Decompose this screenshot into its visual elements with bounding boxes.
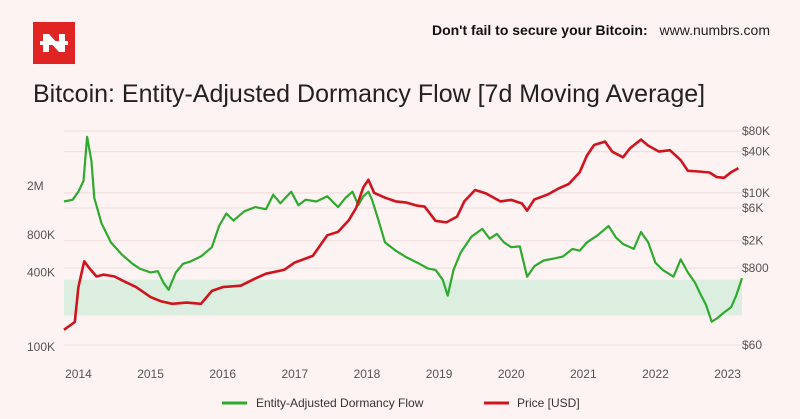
y-right-tick-label: $6K bbox=[742, 201, 763, 215]
y-left-tick-label: 100K bbox=[27, 340, 55, 354]
x-tick-label: 2016 bbox=[209, 367, 236, 381]
y-axis-left: 100K 400K 800K 2M bbox=[27, 179, 55, 354]
y-left-tick-label: 2M bbox=[27, 179, 44, 193]
x-tick-label: 2020 bbox=[498, 367, 525, 381]
promo-banner: Don't fail to secure your Bitcoin: www.n… bbox=[400, 22, 770, 38]
x-tick-label: 2023 bbox=[714, 367, 741, 381]
x-tick-label: 2014 bbox=[65, 367, 92, 381]
y-right-tick-label: $40K bbox=[742, 145, 770, 159]
logo-n-icon bbox=[40, 34, 68, 52]
x-tick-label: 2017 bbox=[281, 367, 308, 381]
numbrs-logo bbox=[33, 22, 75, 64]
y-right-tick-label: $80K bbox=[742, 124, 770, 138]
legend-label-price: Price [USD] bbox=[517, 396, 580, 410]
y-right-tick-label: $10K bbox=[742, 186, 770, 200]
x-tick-label: 2021 bbox=[570, 367, 597, 381]
y-axis-right: $60 $800 $2K $6K$10K $40K $80K bbox=[742, 124, 770, 352]
legend-label-dormancy-flow: Entity-Adjusted Dormancy Flow bbox=[256, 396, 424, 410]
chart-title: Bitcoin: Entity-Adjusted Dormancy Flow [… bbox=[33, 80, 706, 108]
x-tick-label: 2015 bbox=[137, 367, 164, 381]
promo-text: Don't fail to secure your Bitcoin: bbox=[431, 22, 648, 38]
y-left-tick-label: 800K bbox=[27, 228, 55, 242]
band-zone bbox=[64, 279, 742, 316]
y-left-tick-label: 400K bbox=[27, 265, 55, 279]
y-right-tick-label: $2K bbox=[742, 234, 763, 248]
x-tick-label: 2019 bbox=[426, 367, 453, 381]
x-axis: 2014 2015 2016 2017 2018 2019 2020 2021 2022 2023 bbox=[65, 367, 741, 381]
x-tick-label: 2018 bbox=[354, 367, 381, 381]
x-tick-label: 2022 bbox=[642, 367, 669, 381]
series-line-price bbox=[63, 138, 740, 331]
series-line-dormancy-flow bbox=[63, 135, 744, 323]
legend: Entity-Adjusted Dormancy Flow Price [USD… bbox=[222, 396, 580, 410]
chart-grid bbox=[64, 130, 742, 346]
y-right-tick-label: $60 bbox=[742, 338, 762, 352]
y-right-tick-label: $800 bbox=[742, 261, 769, 275]
promo-url[interactable]: www.numbrs.com bbox=[659, 22, 770, 38]
